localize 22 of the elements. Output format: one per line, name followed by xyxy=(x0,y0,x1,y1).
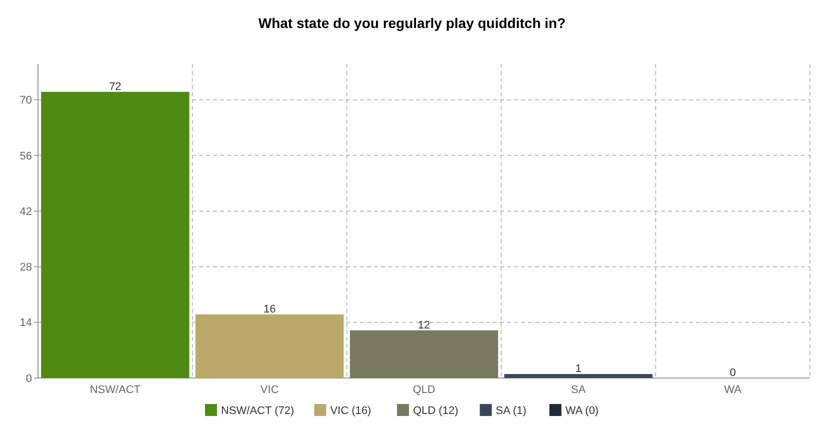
legend-label: SA (1) xyxy=(496,405,526,417)
x-tick-label: SA xyxy=(571,384,586,396)
data-label: 1 xyxy=(575,363,582,376)
y-tick-label: 70 xyxy=(20,94,32,107)
x-tick-label: NSW/ACT xyxy=(90,384,141,396)
legend-label: WA (0) xyxy=(565,405,599,417)
y-tick-label: 56 xyxy=(20,150,32,162)
data-label: 72 xyxy=(109,80,122,93)
x-tick-label: WA xyxy=(724,384,742,396)
data-label: 0 xyxy=(730,367,736,379)
data-label: 12 xyxy=(418,319,430,332)
y-tick-label: 0 xyxy=(26,372,32,385)
y-tick-label: 14 xyxy=(20,317,32,330)
legend-label: QLD (12) xyxy=(413,405,458,417)
data-label: 16 xyxy=(263,303,276,316)
chart-title: What state do you regularly play quidditch in? xyxy=(258,15,566,31)
legend-label: NSW/ACT (72) xyxy=(221,405,294,417)
y-tick-label: 42 xyxy=(20,206,32,218)
legend-label: VIC (16) xyxy=(330,405,372,417)
y-tick-label: 28 xyxy=(20,262,32,274)
x-tick-label: VIC xyxy=(260,384,279,396)
x-tick-label: QLD xyxy=(412,384,436,396)
